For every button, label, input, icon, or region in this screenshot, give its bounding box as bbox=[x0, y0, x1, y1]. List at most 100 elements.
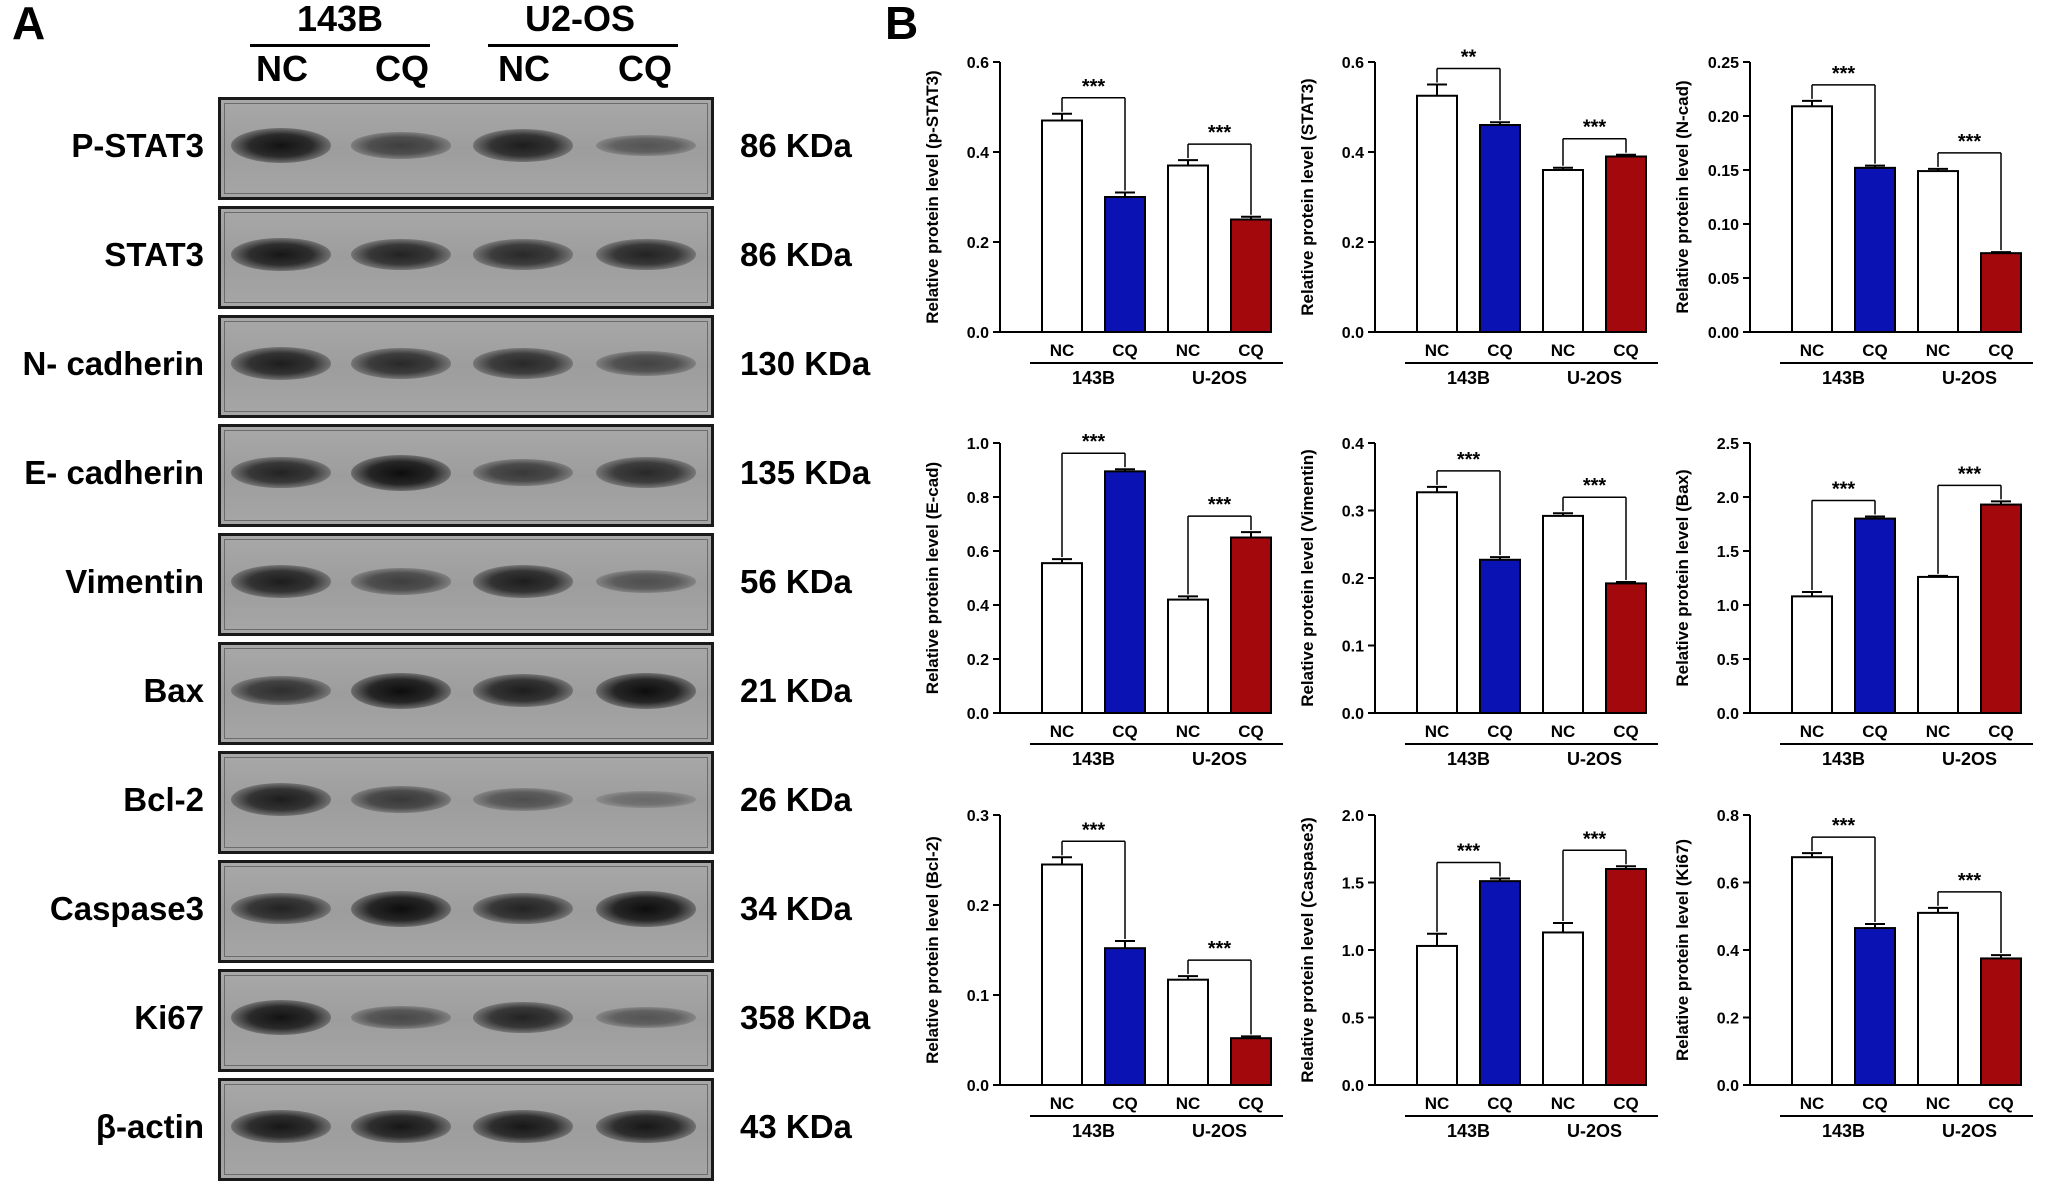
group-label: U-2OS bbox=[1567, 368, 1622, 388]
blot-image bbox=[218, 315, 714, 418]
blot-band bbox=[351, 672, 451, 709]
molecular-weight-label: 135 KDa bbox=[740, 454, 871, 491]
group-label: 143B bbox=[1447, 368, 1490, 388]
bar bbox=[1605, 868, 1647, 1086]
y-tick-label: 1.5 bbox=[1717, 544, 1739, 561]
bar bbox=[1542, 931, 1584, 1087]
x-category-label: NC bbox=[1050, 341, 1075, 360]
y-tick-label: 0.6 bbox=[967, 55, 989, 72]
blot-row-label: Ki67 bbox=[134, 999, 204, 1036]
x-category-label: CQ bbox=[1988, 341, 2014, 360]
bar bbox=[1854, 166, 1896, 333]
x-category-label: CQ bbox=[1862, 1094, 1888, 1113]
y-tick-label: 0.6 bbox=[967, 544, 989, 561]
x-category-label: CQ bbox=[1613, 1094, 1639, 1113]
y-tick-label: 1.5 bbox=[1342, 876, 1364, 893]
blot-row-label: Bax bbox=[143, 672, 204, 709]
blot-row-label: Caspase3 bbox=[49, 890, 204, 927]
y-tick-label: 0.15 bbox=[1708, 163, 1739, 180]
y-tick-label: 0.1 bbox=[967, 988, 989, 1005]
group-label: U-2OS bbox=[1942, 749, 1997, 769]
blot-inner-frame bbox=[224, 866, 708, 957]
y-tick-label: 2.0 bbox=[1717, 490, 1739, 507]
y-axis-label: Relative protein level (Bax) bbox=[1673, 469, 1692, 686]
molecular-weight-label: 130 KDa bbox=[740, 345, 871, 382]
y-tick-label: 0.4 bbox=[1342, 145, 1364, 162]
significance-stars: *** bbox=[1832, 63, 1856, 85]
blot-band bbox=[351, 132, 451, 159]
bar bbox=[1917, 911, 1959, 1086]
y-tick-label: 0.8 bbox=[967, 490, 989, 507]
lane-label-nc: NC bbox=[498, 48, 550, 89]
lane-label-cq: CQ bbox=[375, 48, 429, 89]
y-tick-label: 0.4 bbox=[1717, 943, 1739, 960]
x-category-label: CQ bbox=[1613, 341, 1639, 360]
molecular-weight-label: 21 KDa bbox=[740, 672, 852, 709]
blot-band bbox=[231, 128, 331, 163]
blot-band bbox=[351, 890, 451, 927]
blot-inner-frame bbox=[224, 648, 708, 739]
blot-band bbox=[473, 788, 573, 811]
bar bbox=[1041, 562, 1083, 715]
bar bbox=[1542, 514, 1584, 715]
blot-inner-frame bbox=[224, 757, 708, 848]
y-tick-label: 0.2 bbox=[967, 898, 989, 915]
y-tick-label: 0.0 bbox=[1342, 1078, 1364, 1095]
bar bbox=[1791, 105, 1833, 333]
blot-band bbox=[596, 1006, 696, 1029]
x-category-label: CQ bbox=[1112, 722, 1138, 741]
group-label: 143B bbox=[1072, 749, 1115, 769]
molecular-weight-label: 43 KDa bbox=[740, 1108, 852, 1145]
blot-band bbox=[596, 1109, 696, 1144]
y-axis-label: Relative protein level (E-cad) bbox=[923, 462, 942, 694]
blot-band bbox=[596, 890, 696, 927]
significance-stars: *** bbox=[1082, 819, 1106, 841]
y-tick-label: 0.0 bbox=[1717, 706, 1739, 723]
y-tick-label: 1.0 bbox=[1717, 598, 1739, 615]
bar bbox=[1479, 124, 1521, 333]
bar bbox=[1791, 856, 1833, 1086]
blot-image bbox=[218, 751, 714, 854]
y-tick-label: 0.2 bbox=[1342, 571, 1364, 588]
x-category-label: CQ bbox=[1988, 1094, 2014, 1113]
bar bbox=[1167, 598, 1209, 714]
blot-band bbox=[596, 790, 696, 809]
y-axis-label: Relative protein level (Vimentin) bbox=[1298, 449, 1317, 707]
x-category-label: CQ bbox=[1112, 1094, 1138, 1113]
blot-band bbox=[473, 458, 573, 487]
blot-row-label: β-actin bbox=[95, 1108, 204, 1145]
blot-row-label: N- cadherin bbox=[22, 345, 204, 382]
blot-band bbox=[351, 1005, 451, 1030]
blot-band bbox=[473, 129, 573, 162]
blot-inner-frame bbox=[224, 212, 708, 303]
blot-band bbox=[596, 134, 696, 157]
significance-stars: *** bbox=[1082, 76, 1106, 98]
blot-row-label: Bcl-2 bbox=[123, 781, 204, 818]
blot-band bbox=[596, 238, 696, 271]
blot-band bbox=[351, 785, 451, 814]
group-label: 143B bbox=[1447, 1121, 1490, 1141]
panel-a-letter: A bbox=[12, 0, 46, 49]
blot-band bbox=[231, 565, 331, 598]
blot-band bbox=[351, 454, 451, 491]
blot-image bbox=[218, 206, 714, 309]
blot-inner-frame bbox=[224, 539, 708, 630]
y-tick-label: 0.0 bbox=[967, 706, 989, 723]
y-tick-label: 2.0 bbox=[1342, 808, 1364, 825]
cell-line-143b-bar bbox=[250, 44, 430, 47]
bar bbox=[1479, 558, 1521, 715]
group-label: U-2OS bbox=[1942, 1121, 1997, 1141]
bar bbox=[1230, 1037, 1272, 1086]
blot-band bbox=[473, 892, 573, 925]
x-category-label: NC bbox=[1800, 722, 1825, 741]
significance-stars: ** bbox=[1461, 47, 1477, 69]
molecular-weight-label: 358 KDa bbox=[740, 999, 871, 1036]
blot-row-label: Vimentin bbox=[65, 563, 204, 600]
significance-stars: *** bbox=[1208, 938, 1232, 960]
blot-image bbox=[218, 860, 714, 963]
significance-stars: *** bbox=[1958, 870, 1982, 892]
bar bbox=[1980, 252, 2022, 333]
bar bbox=[1416, 944, 1458, 1087]
x-category-label: CQ bbox=[1487, 722, 1513, 741]
blot-band bbox=[351, 568, 451, 595]
